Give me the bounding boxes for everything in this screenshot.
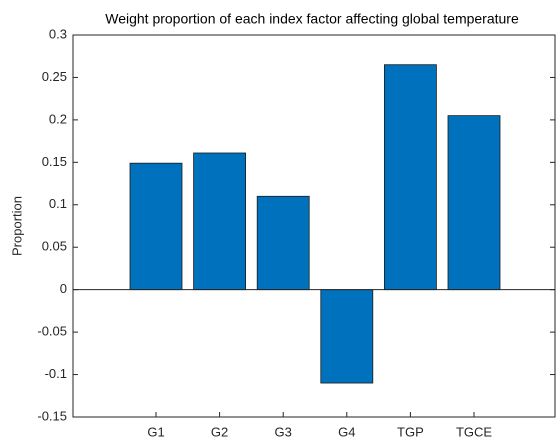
bar	[193, 152, 247, 291]
x-tick-label: G4	[338, 424, 355, 439]
y-axis-label: Proportion	[9, 196, 24, 256]
y-tick-label: 0.1	[49, 196, 67, 211]
bar	[320, 289, 374, 384]
x-tick-label: G1	[147, 424, 164, 439]
chart-title: Weight proportion of each index factor a…	[105, 11, 519, 27]
y-tick-label: -0.1	[45, 366, 67, 381]
y-tick-label: 0.3	[49, 26, 67, 41]
y-tick-label: 0	[60, 281, 67, 296]
y-tick-label: -0.15	[37, 408, 67, 423]
x-tick-label: TGP	[397, 424, 424, 439]
x-tick-label: G3	[275, 424, 292, 439]
bar	[129, 162, 183, 291]
bar	[383, 64, 437, 291]
axes-box	[72, 34, 556, 418]
y-tick-label: 0.25	[42, 69, 67, 84]
x-tick-label: TGCE	[456, 424, 492, 439]
x-tick-label: G2	[211, 424, 228, 439]
y-tick-label: -0.05	[37, 324, 67, 339]
bar	[256, 195, 310, 291]
y-tick-label: 0.15	[42, 154, 67, 169]
bar	[447, 115, 501, 291]
y-tick-label: 0.2	[49, 111, 67, 126]
y-tick-label: 0.05	[42, 239, 67, 254]
